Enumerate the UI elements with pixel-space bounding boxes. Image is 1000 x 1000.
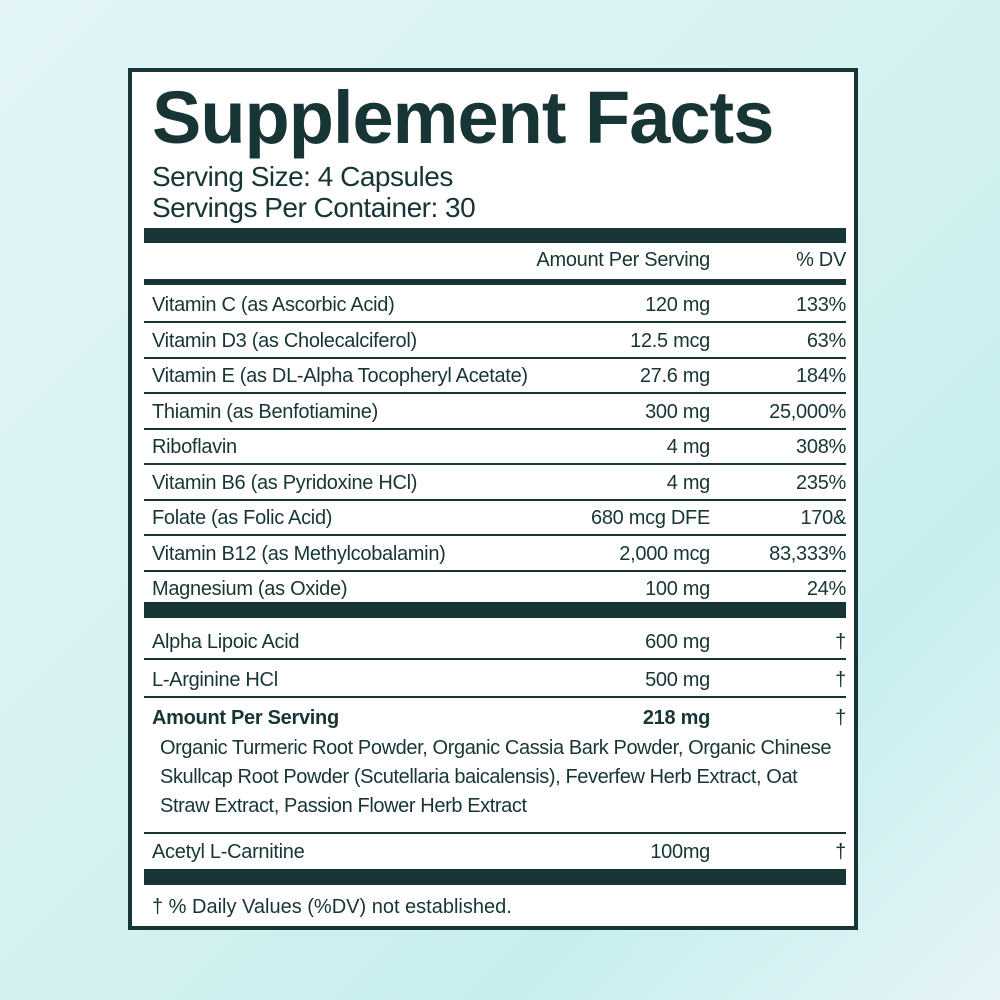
- daily-value: 83,333%: [769, 542, 846, 565]
- ingredient-amount: 27.6 mg: [639, 365, 710, 387]
- ingredient-name: Vitamin C (as Ascorbic Acid): [152, 294, 395, 316]
- daily-value: 25,000%: [769, 400, 846, 423]
- blend-row: Amount Per Serving 218 mg †: [144, 703, 846, 733]
- ingredient-amount: 500 mg: [645, 668, 710, 691]
- dv-header: % DV: [796, 249, 846, 271]
- serving-size: Serving Size: 4 Capsules: [152, 161, 453, 192]
- daily-value: †: [835, 668, 846, 691]
- daily-value: 170&: [800, 507, 846, 529]
- ingredient-amount: 100 mg: [645, 578, 710, 600]
- ingredient-row: Vitamin B12 (as Methylcobalamin) 2,000 mc…: [144, 539, 846, 569]
- ingredient-amount: 600 mg: [645, 631, 710, 653]
- ingredient-row: Alpha Lipoic Acid 600 mg †: [144, 627, 846, 657]
- ingredient-row: Vitamin B6 (as Pyridoxine HCl) 4 mg 235%: [144, 468, 846, 498]
- ingredient-amount: 12.5 mcg: [630, 329, 710, 352]
- divider-line: [144, 321, 846, 323]
- ingredient-amount: 300 mg: [645, 400, 710, 423]
- amount-header: Amount Per Serving: [536, 249, 710, 271]
- divider-thick: [144, 228, 846, 243]
- divider-line: [144, 498, 846, 501]
- daily-value: 235%: [796, 471, 846, 494]
- divider-line: [144, 695, 846, 698]
- ingredient-amount: 2,000 mcg: [619, 542, 710, 565]
- servings-per-container: Servings Per Container: 30: [152, 192, 476, 223]
- divider-line: [144, 427, 846, 430]
- divider-line: [144, 463, 846, 465]
- ingredient-name: Alpha Lipoic Acid: [152, 631, 300, 653]
- daily-value: 63%: [806, 329, 846, 352]
- ingredient-name: Folate (as Folic Acid): [152, 507, 333, 529]
- ingredient-name: Vitamin D3 (as Cholecalciferol): [152, 329, 417, 352]
- ingredient-name: Vitamin E (as DL-Alpha Tocopheryl Acetat…: [152, 365, 528, 387]
- ingredient-row: Vitamin C (as Ascorbic Acid) 120 mg 133%: [144, 290, 846, 320]
- divider-line: [144, 658, 846, 660]
- ingredient-row: Thiamin (as Benfotiamine) 300 mg 25,000%: [144, 397, 846, 427]
- ingredient-name: Magnesium (as Oxide): [152, 578, 348, 600]
- ingredient-amount: 680 mcg DFE: [591, 507, 710, 529]
- dagger: †: [835, 841, 846, 863]
- daily-value: 184%: [796, 365, 846, 387]
- ingredient-name: Acetyl L-Carnitine: [152, 841, 305, 863]
- ingredient-row: Riboflavin 4 mg 308%: [144, 432, 846, 462]
- blend-ingredients: Organic Turmeric Root Powder, Organic Ca…: [160, 737, 832, 817]
- divider-line: [144, 392, 846, 394]
- daily-value: 133%: [796, 294, 846, 316]
- ingredient-name: Thiamin (as Benfotiamine): [152, 400, 378, 423]
- ingredient-name: Vitamin B12 (as Methylcobalamin): [152, 542, 446, 565]
- ingredient-row: Vitamin D3 (as Cholecalciferol) 12.5 mcg 6…: [144, 326, 846, 356]
- dagger: †: [835, 707, 846, 729]
- divider-thick: [144, 602, 846, 618]
- divider-line: [144, 356, 846, 359]
- panel-title: Supplement Facts: [152, 76, 774, 159]
- blend-name: Amount Per Serving: [152, 707, 339, 729]
- ingredient-row: Vitamin E (as DL-Alpha Tocopheryl Acetat…: [144, 361, 846, 391]
- divider-medium: [144, 279, 846, 285]
- daily-value: 308%: [796, 436, 846, 458]
- divider-thick: [144, 869, 846, 885]
- footnote: † % Daily Values (%DV) not established.: [152, 896, 512, 918]
- blend-amount: 218 mg: [642, 707, 710, 729]
- column-header-row: Amount Per Serving % DV: [144, 245, 846, 275]
- divider-line: [144, 534, 846, 536]
- ingredient-row: Acetyl L-Carnitine 100mg †: [144, 837, 846, 867]
- ingredient-name: L-Arginine HCl: [152, 668, 278, 691]
- ingredient-amount: 4 mg: [666, 436, 711, 458]
- ingredient-amount: 4 mg: [666, 471, 711, 494]
- daily-value: 24%: [806, 578, 846, 600]
- ingredient-row: L-Arginine HCl 500 mg †: [144, 665, 846, 695]
- ingredient-amount: 120 mg: [645, 294, 710, 316]
- divider-line: [144, 569, 846, 572]
- supplement-facts-panel: Supplement Facts Serving Size: 4 Capsule…: [128, 68, 858, 930]
- ingredient-row: Folate (as Folic Acid) 680 mcg DFE 170&: [144, 503, 846, 533]
- divider-line: [144, 832, 846, 834]
- ingredient-amount: 100mg: [650, 841, 710, 863]
- ingredient-name: Riboflavin: [152, 436, 237, 458]
- ingredient-row: Magnesium (as Oxide) 100 mg 24%: [144, 574, 846, 604]
- daily-value: †: [835, 631, 846, 653]
- ingredient-name: Vitamin B6 (as Pyridoxine HCl): [152, 471, 418, 494]
